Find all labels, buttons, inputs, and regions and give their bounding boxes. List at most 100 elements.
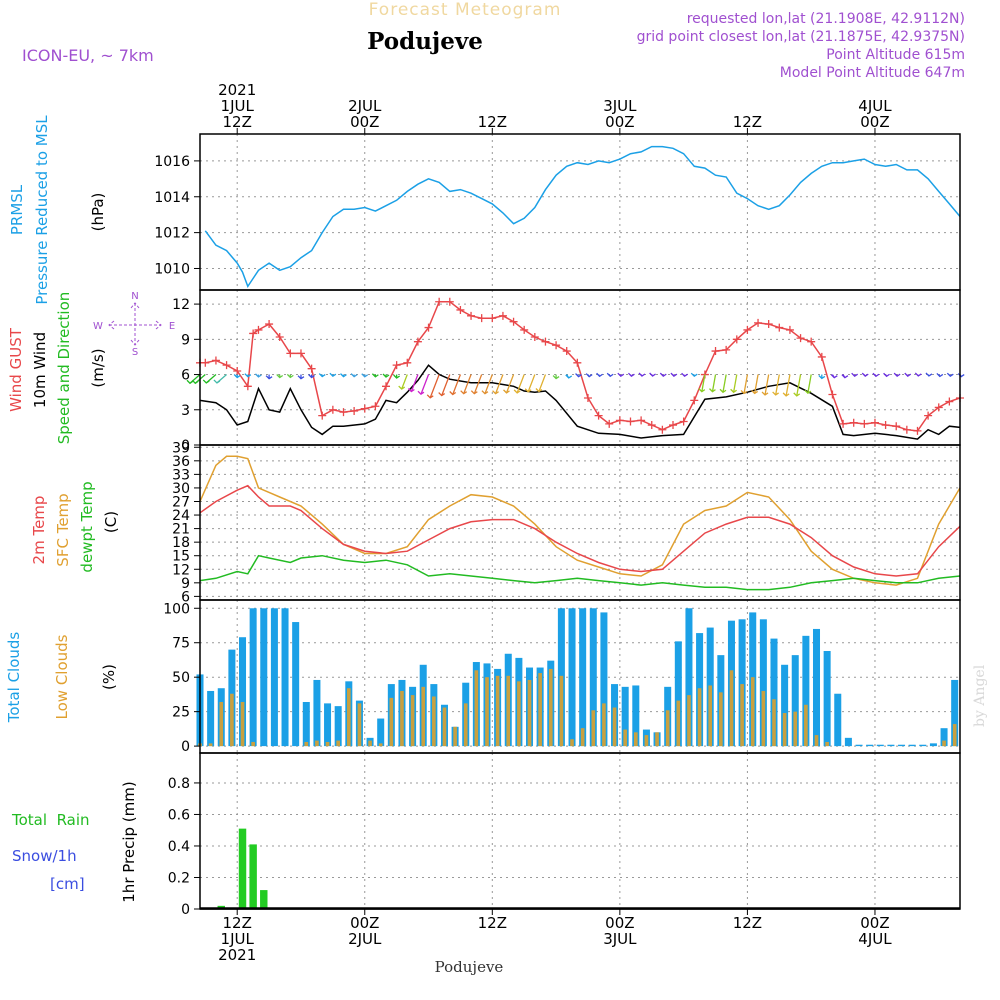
gust-marker bbox=[541, 337, 550, 346]
gust-marker bbox=[339, 408, 348, 417]
total-cloud-bar bbox=[876, 744, 884, 747]
gust-marker bbox=[530, 332, 539, 341]
gust-marker bbox=[573, 358, 582, 367]
wind-arrow-head bbox=[782, 392, 790, 397]
gust-marker bbox=[360, 404, 369, 413]
gust-marker bbox=[254, 325, 263, 334]
total-cloud-bar bbox=[866, 744, 874, 747]
wind-frame bbox=[199, 289, 961, 446]
wind-arrow-head bbox=[426, 394, 434, 399]
product-title: Forecast Meteogram bbox=[369, 0, 562, 20]
rain-bar bbox=[249, 844, 257, 909]
wind-arrow-head bbox=[861, 372, 869, 377]
wind-arrow-head bbox=[470, 390, 478, 395]
wind-arrow-head bbox=[244, 373, 252, 378]
low-cloud-bar bbox=[230, 693, 234, 747]
total-cloud-bar bbox=[887, 744, 895, 747]
y-tick-label: 1012 bbox=[154, 226, 190, 242]
gust-marker bbox=[913, 426, 922, 435]
wind-arrow-head bbox=[659, 372, 667, 377]
total-cloud-bar bbox=[844, 737, 852, 747]
wind-arrow bbox=[429, 374, 440, 399]
total-cloud-bar bbox=[898, 744, 906, 747]
y-tick-label: 30 bbox=[172, 481, 190, 497]
gust-marker bbox=[870, 418, 879, 427]
low-cloud-bar bbox=[538, 673, 542, 747]
wind-arrow bbox=[722, 374, 727, 393]
x-tick-label-bottom: 00Z bbox=[350, 914, 379, 932]
wind-arrow bbox=[420, 374, 430, 395]
wind-arrow-head bbox=[957, 373, 965, 378]
gust-marker bbox=[477, 314, 486, 323]
total-cloud-label: Total Clouds bbox=[5, 632, 23, 724]
low-cloud-bar bbox=[463, 703, 468, 747]
total-cloud-bar bbox=[260, 608, 268, 747]
low-cloud-bar bbox=[495, 675, 500, 747]
wind-arrow-head bbox=[638, 372, 646, 377]
wind-arrow-head bbox=[286, 373, 294, 379]
gust-marker bbox=[690, 396, 699, 405]
low-cloud-bar bbox=[208, 743, 213, 747]
total-cloud-bar bbox=[951, 679, 959, 747]
wind-arrow-head bbox=[761, 391, 769, 396]
wind-arrow bbox=[775, 374, 780, 396]
compass-south: S bbox=[132, 347, 138, 358]
total-cloud-bar bbox=[802, 635, 810, 747]
gust-marker bbox=[318, 411, 327, 420]
total-cloud-bar bbox=[292, 622, 300, 747]
low-cloud-bar bbox=[633, 732, 638, 747]
low-cloud-bar bbox=[219, 702, 224, 747]
wind-arrow-head bbox=[340, 373, 347, 378]
low-cloud-bar bbox=[400, 690, 404, 747]
gust-marker bbox=[445, 297, 454, 306]
low-cloud-bar bbox=[442, 707, 447, 747]
gust-marker bbox=[583, 394, 592, 403]
total-cloud-bar bbox=[738, 619, 746, 747]
y-tick-label: 21 bbox=[172, 522, 190, 538]
wind-arrow-head bbox=[851, 372, 859, 378]
wind-unit-label: (m/s) bbox=[89, 348, 107, 387]
wind-arrow-head bbox=[371, 373, 379, 378]
low-cloud-bar bbox=[814, 735, 819, 747]
wind-arrow-head bbox=[417, 390, 425, 396]
pressure-series bbox=[204, 145, 961, 289]
gust-marker bbox=[647, 421, 656, 430]
snow-legend: Snow/1h bbox=[12, 847, 77, 865]
compass-west: W bbox=[93, 321, 103, 332]
precip-frame bbox=[199, 752, 961, 910]
low-cloud-bar bbox=[772, 699, 776, 747]
x-tick-label-top: 12Z bbox=[733, 113, 762, 131]
total-cloud-bar bbox=[579, 608, 587, 747]
wind-arrow-head bbox=[460, 390, 468, 395]
wind-arrow-head bbox=[297, 375, 305, 380]
total-cloud-bar bbox=[621, 686, 629, 747]
low-cloud-bar bbox=[304, 741, 309, 747]
gust-marker bbox=[881, 421, 890, 430]
gust-marker bbox=[605, 419, 614, 428]
wind-arrow bbox=[452, 374, 462, 395]
total-cloud-bar bbox=[632, 685, 640, 747]
total-cloud-bar bbox=[207, 690, 215, 747]
precip-unit-label: 1hr Precip (mm) bbox=[120, 781, 138, 902]
gust-marker bbox=[817, 352, 826, 361]
gust-marker bbox=[265, 320, 274, 329]
pressure-unit-label: (hPa) bbox=[89, 193, 107, 232]
wind-arrow-head bbox=[575, 373, 582, 378]
y-tick-label: 50 bbox=[172, 670, 190, 686]
footer-location: Podujeve bbox=[435, 958, 504, 976]
low-cloud-bar bbox=[368, 740, 372, 747]
gust-marker bbox=[435, 297, 444, 306]
dewpoint-series bbox=[199, 554, 961, 591]
wind-arrow-head bbox=[503, 389, 510, 394]
requested-coords: requested lon,lat (21.1908E, 42.9112N) bbox=[687, 11, 965, 27]
wind-arrow-head bbox=[730, 388, 737, 394]
gust-marker bbox=[498, 311, 507, 320]
y-tick-label: 9 bbox=[181, 332, 190, 348]
gust-marker bbox=[860, 419, 869, 428]
gust-marker bbox=[732, 335, 741, 344]
wind-arrow-head bbox=[681, 372, 688, 378]
low-cloud-bar bbox=[612, 707, 617, 747]
rain-bar bbox=[238, 828, 247, 909]
gust-marker bbox=[403, 358, 412, 367]
